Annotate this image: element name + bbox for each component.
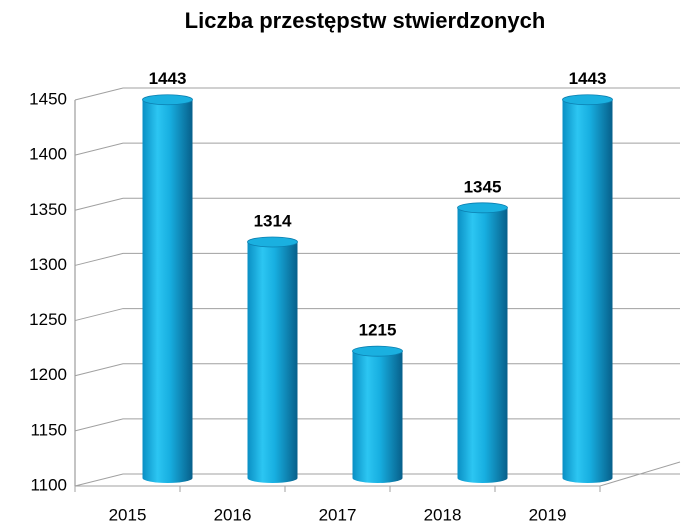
y-tick-label: 1350 [29,200,67,219]
bar [352,345,403,483]
grid-line [74,87,680,101]
bar [562,94,613,483]
x-tick-label: 2018 [424,505,462,524]
y-tick-label: 1300 [29,255,67,274]
grid-line [74,197,680,211]
x-tick-label: 2017 [319,505,357,524]
bar [247,236,298,483]
x-tick-label: 2016 [214,505,252,524]
value-label: 1443 [569,69,607,88]
y-tick-label: 1100 [30,475,67,494]
y-tick-label: 1400 [29,145,67,164]
bar [142,94,193,483]
y-tick-label: 1200 [29,365,67,384]
grid-line [74,142,680,156]
bar [457,202,508,484]
value-label: 1215 [359,321,397,340]
x-tick-label: 2019 [529,505,567,524]
x-tick-label: 2015 [109,505,147,524]
y-tick-label: 1450 [29,89,67,108]
y-tick-label: 1250 [29,310,67,329]
chart-title: Liczba przestępstw stwierdzonych [185,8,546,33]
y-tick-label: 1150 [30,420,67,439]
value-label: 1443 [149,69,187,88]
value-label: 1345 [464,177,502,196]
value-label: 1314 [254,211,292,230]
